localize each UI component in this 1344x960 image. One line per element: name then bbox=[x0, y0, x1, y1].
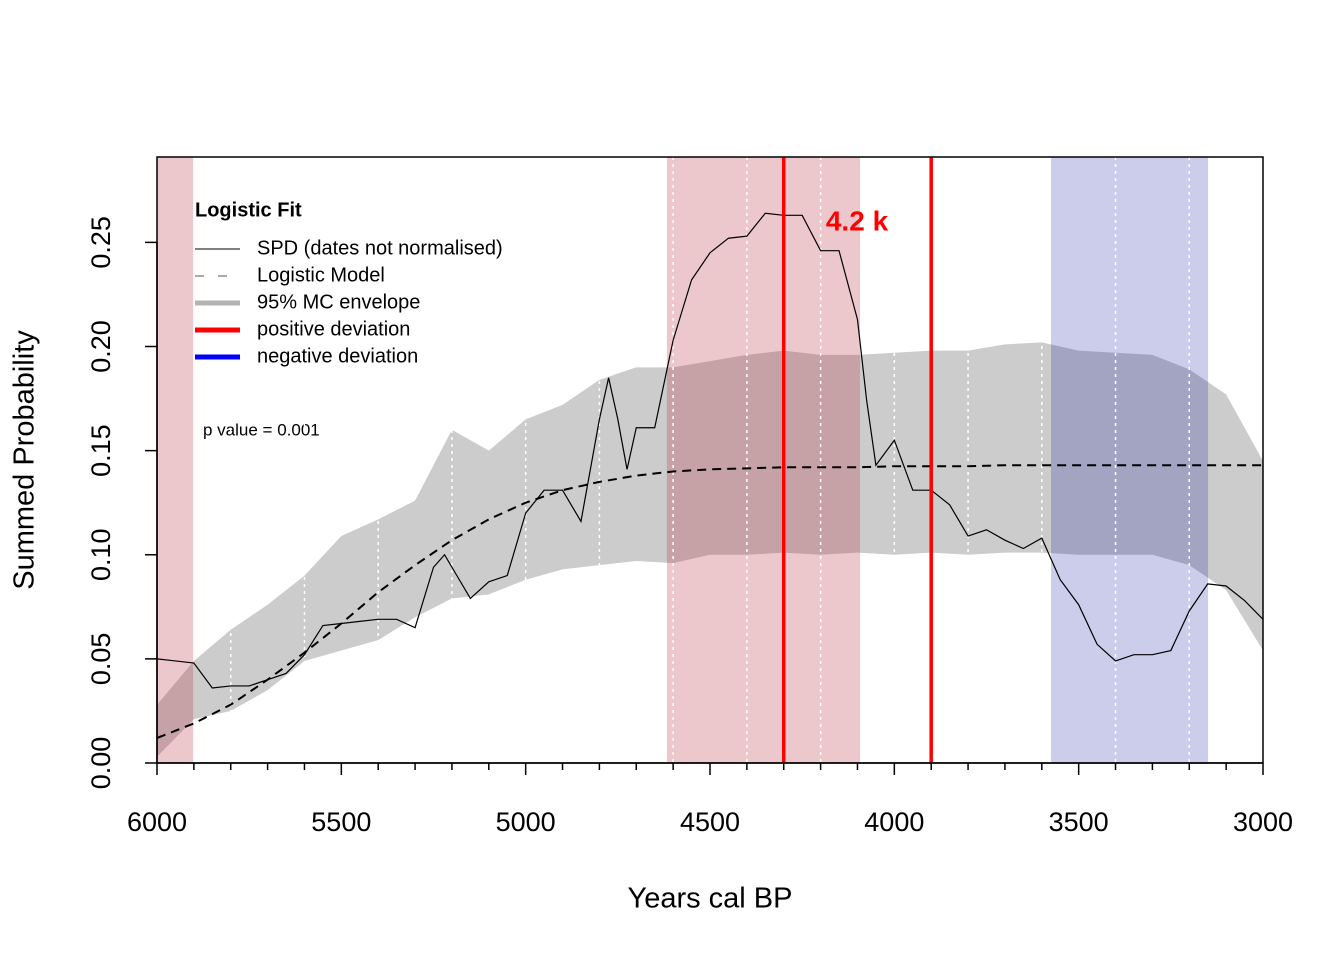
y-tick-label: 0.05 bbox=[86, 633, 116, 686]
x-axis-label: Years cal BP bbox=[628, 883, 793, 915]
legend-title: Logistic Fit bbox=[195, 199, 302, 221]
series-line bbox=[157, 212, 1263, 689]
x-tick-label: 5500 bbox=[311, 807, 371, 837]
x-tick-label: 4500 bbox=[680, 807, 740, 837]
legend-label: SPD (dates not normalised) bbox=[257, 237, 503, 259]
envelope bbox=[157, 342, 1263, 757]
x-tick-label: 3500 bbox=[1049, 807, 1109, 837]
y-tick-label: 0.15 bbox=[86, 424, 116, 477]
x-tick-label: 3000 bbox=[1233, 807, 1293, 837]
annotation: 4.2 k bbox=[826, 205, 889, 236]
legend-label: negative deviation bbox=[257, 345, 418, 367]
legend-label: 95% MC envelope bbox=[257, 291, 420, 313]
x-tick-label: 6000 bbox=[127, 807, 187, 837]
x-tick-label: 5000 bbox=[496, 807, 556, 837]
deviation-band bbox=[157, 157, 194, 763]
y-tick-label: 0.10 bbox=[86, 528, 116, 581]
x-tick-label: 4000 bbox=[864, 807, 924, 837]
plot-layer bbox=[157, 157, 1263, 763]
y-tick-label: 0.25 bbox=[86, 216, 116, 269]
y-axis-label: Summed Probability bbox=[9, 330, 41, 590]
deviation-band bbox=[1051, 157, 1209, 763]
legend-label: positive deviation bbox=[257, 318, 410, 340]
legend-label: Logistic Model bbox=[257, 264, 385, 286]
y-tick-label: 0.00 bbox=[86, 737, 116, 790]
annotation: p value = 0.001 bbox=[203, 420, 320, 439]
deviation-band bbox=[666, 157, 861, 763]
y-tick-label: 0.20 bbox=[86, 320, 116, 373]
